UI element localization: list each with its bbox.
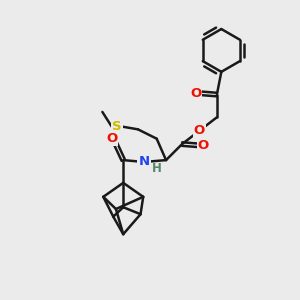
Text: N: N [139,155,150,168]
Text: S: S [112,120,122,133]
Text: O: O [106,132,117,145]
Text: O: O [198,139,209,152]
Text: O: O [190,87,201,100]
Text: O: O [194,124,205,137]
Text: H: H [152,162,161,175]
